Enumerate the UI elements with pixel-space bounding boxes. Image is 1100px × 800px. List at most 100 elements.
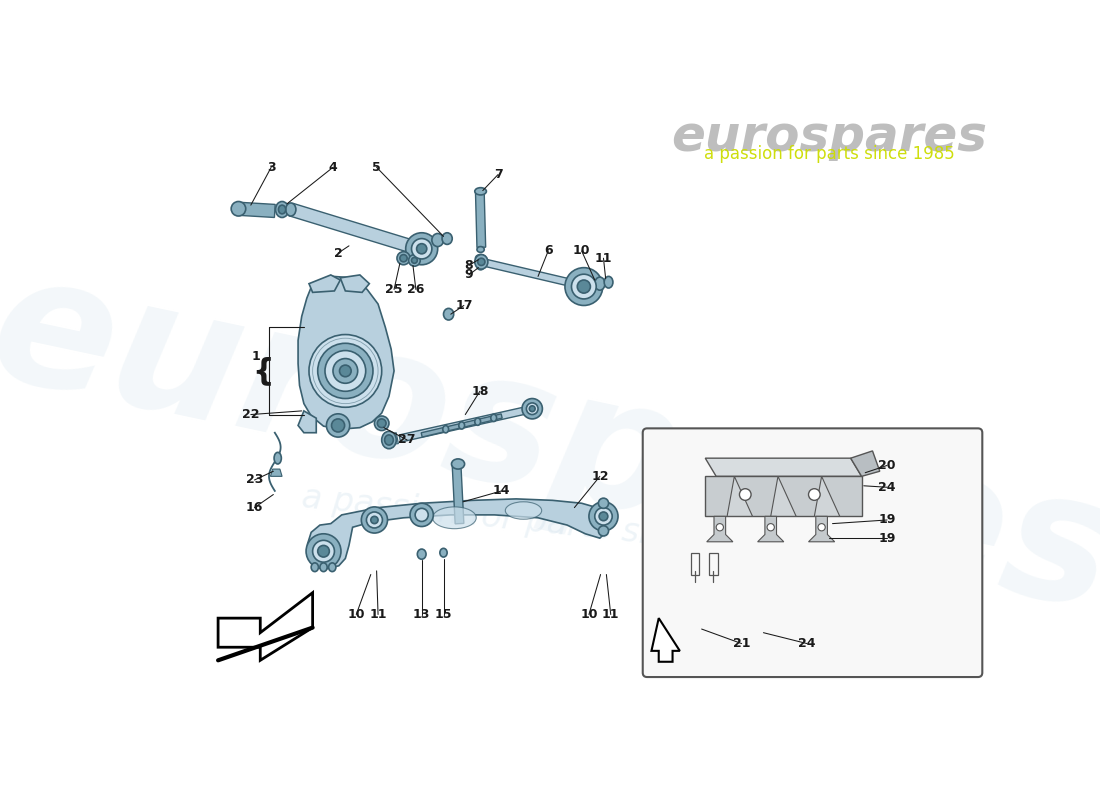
Ellipse shape <box>320 563 327 572</box>
Text: 6: 6 <box>543 245 552 258</box>
Text: 3: 3 <box>267 161 275 174</box>
Ellipse shape <box>400 254 407 262</box>
Ellipse shape <box>406 233 438 265</box>
Text: eurospares: eurospares <box>671 113 987 161</box>
Polygon shape <box>850 451 880 476</box>
Text: 5: 5 <box>372 161 381 174</box>
Ellipse shape <box>767 524 774 531</box>
Ellipse shape <box>417 244 427 254</box>
Ellipse shape <box>331 419 344 432</box>
Ellipse shape <box>309 334 382 407</box>
Polygon shape <box>399 407 525 442</box>
Ellipse shape <box>475 418 481 426</box>
Ellipse shape <box>598 498 608 508</box>
Text: 7: 7 <box>494 168 503 181</box>
Text: 26: 26 <box>407 283 425 296</box>
Ellipse shape <box>604 276 613 288</box>
Ellipse shape <box>374 416 389 430</box>
Ellipse shape <box>443 308 453 320</box>
Polygon shape <box>705 476 861 516</box>
Text: 18: 18 <box>471 385 488 398</box>
Ellipse shape <box>411 258 417 263</box>
Ellipse shape <box>475 254 486 262</box>
Ellipse shape <box>477 258 485 266</box>
Text: 1: 1 <box>252 350 261 363</box>
Polygon shape <box>218 593 312 660</box>
Text: 4: 4 <box>329 161 338 174</box>
Ellipse shape <box>329 563 336 572</box>
Text: 24: 24 <box>799 637 816 650</box>
Polygon shape <box>475 193 486 247</box>
Ellipse shape <box>286 203 296 216</box>
Ellipse shape <box>274 452 282 464</box>
Ellipse shape <box>440 548 447 557</box>
Text: 9: 9 <box>464 269 473 282</box>
Polygon shape <box>706 516 733 542</box>
Ellipse shape <box>385 435 394 445</box>
Text: 24: 24 <box>878 481 895 494</box>
Ellipse shape <box>443 426 449 433</box>
Text: 13: 13 <box>412 608 430 621</box>
Polygon shape <box>298 411 317 433</box>
Text: 15: 15 <box>434 608 452 621</box>
Ellipse shape <box>324 350 365 391</box>
Ellipse shape <box>306 534 341 569</box>
Ellipse shape <box>410 503 433 526</box>
Text: 11: 11 <box>370 608 387 621</box>
Polygon shape <box>340 275 370 292</box>
Ellipse shape <box>595 277 605 290</box>
Text: 23: 23 <box>245 474 263 486</box>
Ellipse shape <box>527 403 538 414</box>
Text: 16: 16 <box>245 501 263 514</box>
Text: 10: 10 <box>573 245 591 258</box>
Polygon shape <box>289 203 416 254</box>
Ellipse shape <box>397 252 410 265</box>
Ellipse shape <box>578 280 591 293</box>
Polygon shape <box>298 276 394 429</box>
Polygon shape <box>238 202 275 218</box>
Text: 2: 2 <box>333 246 342 260</box>
Polygon shape <box>308 499 609 569</box>
Polygon shape <box>651 618 680 662</box>
Ellipse shape <box>739 489 751 500</box>
Text: 19: 19 <box>879 514 895 526</box>
Text: 27: 27 <box>398 434 416 446</box>
Ellipse shape <box>382 431 396 449</box>
Ellipse shape <box>327 414 350 437</box>
FancyBboxPatch shape <box>642 428 982 677</box>
Text: 25: 25 <box>385 283 403 296</box>
Text: eurospares: eurospares <box>0 239 1100 648</box>
Text: 21: 21 <box>733 637 750 650</box>
Text: 12: 12 <box>591 470 608 483</box>
Ellipse shape <box>312 540 334 562</box>
Text: 19: 19 <box>879 532 895 545</box>
Text: {: { <box>252 357 274 386</box>
Ellipse shape <box>377 419 386 428</box>
Polygon shape <box>384 433 398 445</box>
Ellipse shape <box>600 512 608 521</box>
Polygon shape <box>758 516 784 542</box>
Text: 10: 10 <box>348 608 365 621</box>
Ellipse shape <box>318 343 373 398</box>
Polygon shape <box>452 466 464 524</box>
Ellipse shape <box>432 507 476 529</box>
Ellipse shape <box>529 406 535 412</box>
Ellipse shape <box>442 233 452 244</box>
Ellipse shape <box>411 238 432 259</box>
Polygon shape <box>421 414 503 437</box>
Ellipse shape <box>475 188 486 195</box>
Ellipse shape <box>366 512 383 528</box>
Ellipse shape <box>275 202 288 218</box>
Ellipse shape <box>565 268 603 306</box>
Ellipse shape <box>477 262 484 270</box>
Ellipse shape <box>491 414 496 422</box>
Ellipse shape <box>595 508 613 525</box>
Ellipse shape <box>505 502 541 519</box>
Text: 22: 22 <box>242 408 260 421</box>
Ellipse shape <box>278 205 286 214</box>
Ellipse shape <box>361 507 387 533</box>
Ellipse shape <box>333 358 358 383</box>
Text: 11: 11 <box>602 608 619 621</box>
Polygon shape <box>271 469 282 476</box>
Ellipse shape <box>588 502 618 531</box>
